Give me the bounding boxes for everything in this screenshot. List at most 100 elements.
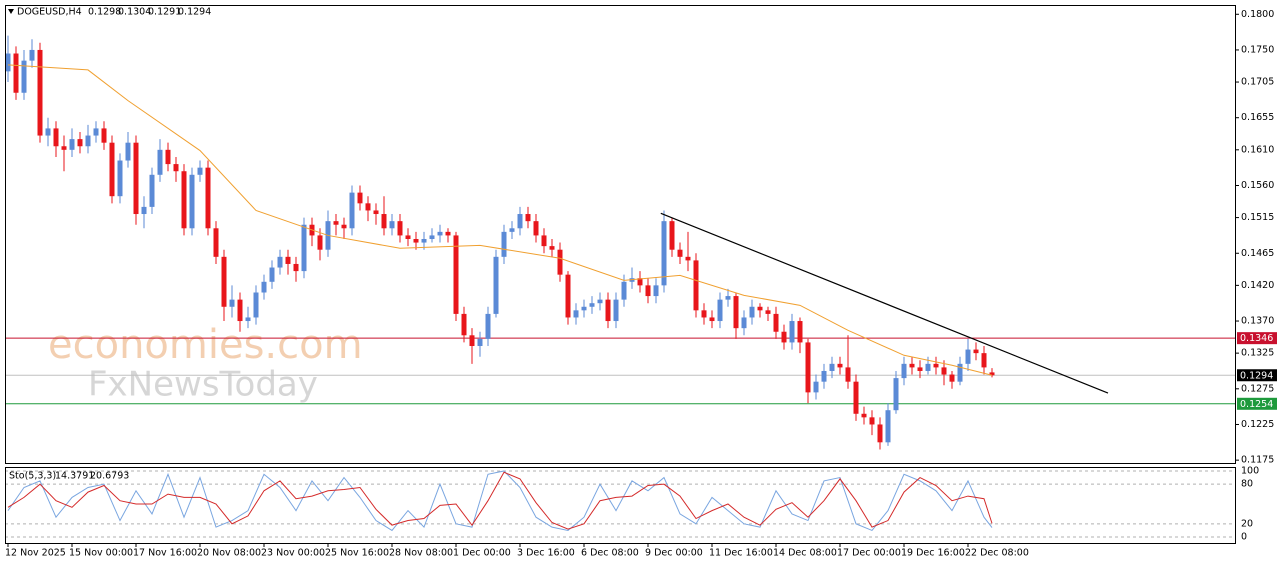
candle-body <box>229 299 235 307</box>
y-tick-label: 0.1515 <box>1241 212 1274 223</box>
candle-body <box>949 374 955 382</box>
level-label: 0.1346 <box>1240 333 1273 344</box>
candle-body <box>565 274 571 318</box>
candle-body <box>301 224 307 272</box>
ohlc-close: 0.1294 <box>178 7 211 18</box>
watermark-text: FxNewsToday <box>88 365 318 405</box>
candle-body <box>829 363 835 371</box>
candle-body <box>773 313 779 332</box>
x-tick-label: 6 Dec 08:00 <box>581 548 639 559</box>
candle-body <box>117 160 123 197</box>
y-tick-label: 0.1370 <box>1241 316 1274 327</box>
ohlc-high: 0.1304 <box>118 7 151 18</box>
candle-body <box>845 367 851 382</box>
stochastic-k-value: 14.3791 <box>55 471 94 482</box>
candle-body <box>941 367 947 375</box>
candle-body <box>869 417 875 425</box>
candle-body <box>549 246 555 250</box>
candle-body <box>781 331 787 343</box>
candle-body <box>253 292 259 318</box>
candle-body <box>261 281 267 293</box>
candle-body <box>485 313 491 339</box>
x-tick-label: 9 Dec 00:00 <box>645 548 703 559</box>
candle-body <box>765 310 771 314</box>
ohlc-open: 0.1298 <box>88 7 121 18</box>
candle-body <box>613 299 619 322</box>
level-label: 0.1294 <box>1240 370 1273 381</box>
y-tick-label: 0.1750 <box>1241 44 1274 55</box>
candle-body <box>597 299 603 304</box>
level-label: 0.1254 <box>1240 399 1273 410</box>
candle-body <box>477 338 483 347</box>
stochastic-frame <box>5 467 1236 544</box>
candle-body <box>957 363 963 382</box>
y-tick-label: 0.1325 <box>1241 348 1274 359</box>
y-tick-label: 0.1225 <box>1241 419 1274 430</box>
candle-body <box>381 214 387 229</box>
candle-body <box>453 235 459 314</box>
moving-average <box>7 64 993 376</box>
candle-body <box>933 363 939 368</box>
candle-body <box>581 306 587 311</box>
candle-body <box>709 317 715 322</box>
y-tick-label: 0.1175 <box>1241 455 1274 466</box>
level-tag <box>1237 397 1277 410</box>
candle-body <box>525 214 531 222</box>
candle-body <box>421 238 427 243</box>
x-tick-label: 3 Dec 16:00 <box>517 548 575 559</box>
candle-body <box>733 296 739 329</box>
candle-body <box>245 317 251 322</box>
stochastic-tick-label: 0 <box>1241 532 1247 543</box>
candle-body <box>717 299 723 322</box>
candle-body <box>173 164 179 172</box>
candle-body <box>861 413 867 418</box>
candle-body <box>101 128 107 143</box>
candle-body <box>293 263 299 272</box>
candle-body <box>557 249 563 275</box>
candle-body <box>749 306 755 318</box>
candle-body <box>757 306 763 311</box>
candle-body <box>661 221 667 286</box>
candle-body <box>901 363 907 379</box>
candle-body <box>493 256 499 314</box>
candle-body <box>965 349 971 364</box>
candle-body <box>925 363 931 371</box>
trendline <box>660 212 1109 394</box>
candle-body <box>669 221 675 250</box>
candle-body <box>877 424 883 443</box>
candle-body <box>725 296 731 300</box>
candle-body <box>181 171 187 229</box>
candle-body <box>469 335 475 347</box>
candle-body <box>837 363 843 368</box>
candle-body <box>373 210 379 215</box>
price-frame <box>5 5 1236 464</box>
stochastic-k <box>7 470 993 532</box>
ohlc-low: 0.1291 <box>148 7 181 18</box>
y-tick-label: 0.1800 <box>1241 9 1274 20</box>
candle-body <box>429 235 435 239</box>
x-tick-label: 19 Dec 16:00 <box>901 548 965 559</box>
x-tick-label: 11 Dec 16:00 <box>709 548 773 559</box>
candle-body <box>285 256 291 264</box>
x-tick-label: 12 Nov 2025 <box>5 548 66 559</box>
stochastic-title: Sto(5,3,3) <box>9 471 56 482</box>
x-tick-label: 22 Dec 08:00 <box>965 548 1029 559</box>
stochastic-tick-label: 20 <box>1241 518 1253 529</box>
candle-body <box>165 149 171 165</box>
candle-body <box>461 313 467 336</box>
candle-body <box>645 285 651 297</box>
candle-body <box>133 142 139 215</box>
candle-body <box>69 139 75 150</box>
candle-body <box>853 381 859 414</box>
candle-body <box>389 221 395 229</box>
candle-body <box>509 228 515 232</box>
candle-body <box>445 231 451 236</box>
x-tick-label: 17 Dec 00:00 <box>837 548 901 559</box>
x-tick-label: 14 Dec 08:00 <box>773 548 837 559</box>
candle-body <box>621 281 627 300</box>
x-tick-label: 28 Nov 08:00 <box>389 548 453 559</box>
candle-body <box>805 342 811 393</box>
candle-body <box>29 49 35 61</box>
candle-body <box>413 238 419 243</box>
